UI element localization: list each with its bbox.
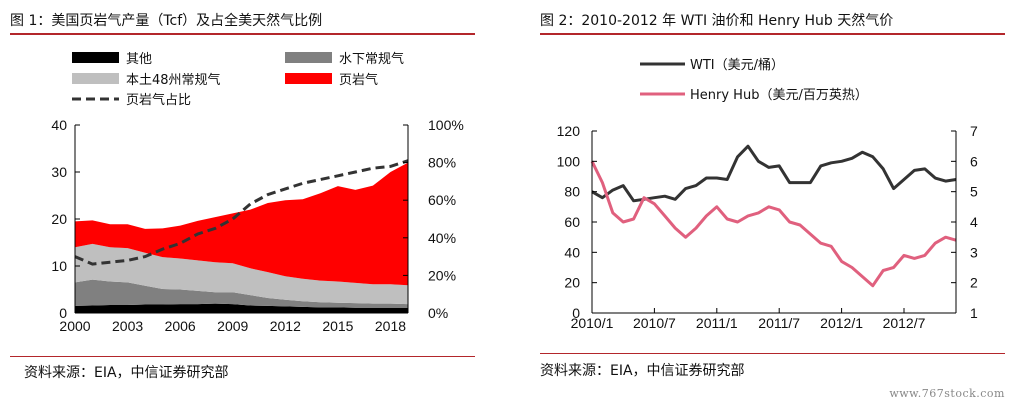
x-tick-label: 2012/7: [883, 315, 926, 331]
share-line: [74, 159, 409, 266]
y-tick-label: 120: [557, 123, 581, 139]
y2-tick-label: 7: [970, 123, 978, 139]
chart2-source-rule: [540, 353, 1005, 354]
y-tick-label: 40: [51, 117, 67, 133]
y2-tick-label: 80%: [428, 155, 456, 171]
y-tick-label: 80: [564, 184, 580, 200]
x-tick-label: 2012/1: [820, 315, 863, 331]
area-series-0: [75, 303, 408, 313]
chart2-title-rule: [540, 33, 1005, 35]
x-tick-label: 2009: [217, 318, 248, 334]
area-series-3: [75, 162, 408, 286]
legend-label-0: WTI（美元/桶）: [690, 58, 784, 73]
series-line-1: [590, 160, 957, 288]
legend-label-3: 页岩气: [339, 72, 378, 88]
x-tick-label: 2011/1: [696, 315, 738, 331]
chart1-title: 图 1：美国页岩气产量（Tcf）及占全美天然气比例: [10, 13, 323, 29]
x-tick-label: 2015: [322, 318, 353, 334]
legend-label-1: Henry Hub（美元/百万英热）: [690, 88, 868, 103]
chart2-source: 资料来源：EIA，中信证券研究部: [540, 363, 745, 379]
legend-swatch-1: [285, 52, 332, 63]
x-tick-label: 2000: [59, 318, 90, 334]
y-tick-label: 10: [51, 258, 67, 274]
y2-tick-label: 40%: [428, 230, 456, 246]
y2-tick-label: 6: [970, 153, 978, 169]
legend-label-2: 本土48州常规气: [126, 72, 221, 88]
y2-tick-label: 0%: [428, 305, 448, 321]
series-line-0: [591, 144, 957, 203]
x-tick-label: 2018: [375, 318, 406, 334]
x-tick-label: 2006: [165, 318, 196, 334]
y2-tick-label: 4: [970, 214, 978, 230]
y2-tick-label: 20%: [428, 267, 456, 283]
chart1-title-rule: [10, 33, 475, 35]
x-tick-label: 2011/7: [758, 315, 800, 331]
y2-tick-label: 5: [970, 184, 978, 200]
x-tick-label: 2012: [270, 318, 301, 334]
area-series-1: [75, 279, 408, 308]
y2-tick-label: 60%: [428, 192, 456, 208]
chart1-source-rule: [10, 356, 475, 357]
x-tick-label: 2010/1: [571, 315, 614, 331]
legend-swatch-0: [72, 52, 119, 63]
x-tick-label: 2010/7: [633, 315, 676, 331]
legend-label-0: 其他: [126, 52, 152, 67]
y2-tick-label: 3: [970, 244, 978, 260]
y-tick-label: 100: [557, 153, 581, 169]
y-tick-label: 0: [572, 305, 580, 321]
y-tick-label: 60: [564, 214, 580, 230]
y-tick-label: 20: [51, 211, 67, 227]
y2-tick-label: 100%: [428, 117, 464, 133]
y2-tick-label: 1: [970, 305, 978, 321]
area-series-2: [75, 243, 408, 305]
chart2-title: 图 2：2010-2012 年 WTI 油价和 Henry Hub 天然气价: [540, 13, 894, 29]
y-tick-label: 40: [564, 244, 580, 260]
y-tick-label: 30: [51, 164, 67, 180]
legend-label-4: 页岩气占比: [126, 92, 191, 108]
x-tick-label: 2003: [112, 318, 143, 334]
chart1-plot: 0 10 20 30 40 0% 20% 40% 60% 80% 100% 2000 2003 2006 2…: [51, 51, 464, 334]
chart1-source: 资料来源：EIA，中信证券研究部: [24, 365, 229, 381]
legend-label-1: 水下常规气: [339, 51, 404, 67]
y2-tick-label: 2: [970, 275, 978, 291]
watermark: www.767stock.com: [889, 387, 1005, 400]
y-tick-label: 0: [59, 305, 67, 321]
legend-swatch-2: [72, 73, 119, 84]
legend-swatch-3: [285, 73, 332, 84]
chart2-plot: 0 20 40 60 80 100 120 1 2 3 4 5 6 7 2010/1 2010/7 2011/1…: [557, 58, 978, 331]
y-tick-label: 20: [564, 275, 580, 291]
